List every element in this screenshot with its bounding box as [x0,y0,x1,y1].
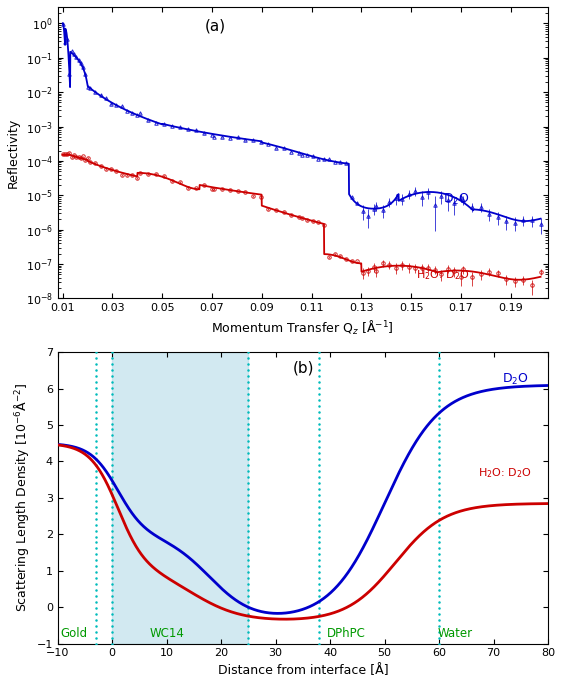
Text: D$_2$O: D$_2$O [443,192,470,207]
Bar [112,352,248,644]
Y-axis label: Reflectivity: Reflectivity [7,118,20,188]
Text: WC14: WC14 [149,627,184,640]
Text: Water: Water [438,627,473,640]
Text: (a): (a) [205,18,226,34]
Y-axis label: Scattering Length Density [10$^{-6}$Å$^{-2}$]: Scattering Length Density [10$^{-6}$Å$^{… [12,383,31,612]
Text: D$_2$O: D$_2$O [502,372,529,387]
Text: (b): (b) [293,361,315,376]
X-axis label: Distance from interface [Å]: Distance from interface [Å] [217,664,388,677]
Text: H$_2$O: D$_2$O: H$_2$O: D$_2$O [478,466,531,479]
Text: DPhPC: DPhPC [327,627,366,640]
Text: H$_2$O: D$_2$O: H$_2$O: D$_2$O [416,267,470,282]
X-axis label: Momentum Transfer Q$_z$ [Å$^{-1}$]: Momentum Transfer Q$_z$ [Å$^{-1}$] [211,319,394,337]
Text: Gold: Gold [61,627,88,640]
